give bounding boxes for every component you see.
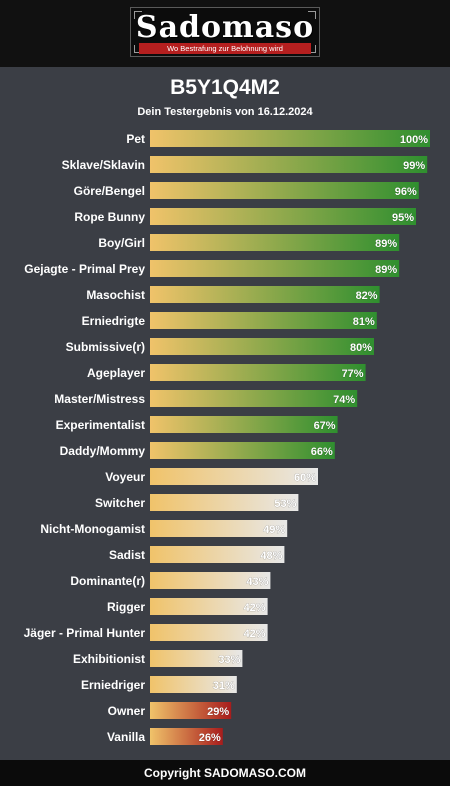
result-bar (150, 494, 299, 511)
percent-label: 60% (294, 472, 316, 484)
category-label: Erniedriger (81, 678, 145, 692)
result-bar (150, 572, 271, 589)
result-bar (150, 442, 335, 459)
category-label: Master/Mistress (54, 392, 145, 406)
results-bar-chart: Pet 100% Sklave/Sklavin 99% Göre/Bengel 96% Ro… (24, 130, 430, 745)
logo-wordmark: Sadomaso (135, 10, 315, 45)
category-label: Ageplayer (87, 366, 145, 380)
category-label: Sadist (109, 548, 145, 562)
percent-label: 26% (199, 732, 221, 744)
logo-frame-corner (308, 45, 316, 53)
result-bar (150, 156, 428, 173)
category-label: Jäger - Primal Hunter (24, 626, 146, 640)
percent-label: 82% (356, 290, 378, 302)
percent-label: 77% (342, 368, 364, 380)
logo-tagline: Wo Bestrafung zur Belohnung wird (139, 43, 311, 54)
sadomaso-logo[interactable]: Sadomaso Wo Bestrafung zur Belohnung wir… (130, 7, 320, 57)
category-label: Gejagte - Primal Prey (24, 262, 145, 276)
result-bar (150, 598, 268, 615)
category-label: Pet (126, 132, 145, 146)
percent-label: 80% (350, 342, 372, 354)
percent-label: 74% (333, 394, 355, 406)
percent-label: 66% (311, 446, 333, 458)
percent-label: 42% (244, 628, 266, 640)
category-label: Exhibitionist (73, 652, 145, 666)
result-bar (150, 130, 430, 147)
copyright-footer: Copyright SADOMASO.COM (0, 760, 450, 786)
category-label: Rope Bunny (74, 210, 145, 224)
result-bar (150, 650, 243, 667)
category-label: Masochist (86, 288, 145, 302)
percent-label: 100% (400, 134, 428, 146)
result-bar (150, 624, 268, 641)
category-label: Rigger (107, 600, 145, 614)
result-bar (150, 546, 285, 563)
result-bar (150, 364, 366, 381)
result-bar (150, 702, 232, 719)
category-label: Sklave/Sklavin (62, 158, 145, 172)
result-bar (150, 728, 223, 745)
category-label: Nicht-Monogamist (40, 522, 145, 536)
category-label: Submissive(r) (66, 340, 145, 354)
percent-label: 43% (246, 576, 268, 588)
percent-label: 53% (274, 498, 296, 510)
percent-label: 33% (218, 654, 240, 666)
category-label: Boy/Girl (98, 236, 145, 250)
percent-label: 89% (375, 238, 397, 250)
category-label: Switcher (95, 496, 145, 510)
category-label: Vanilla (107, 730, 145, 744)
result-bar (150, 208, 416, 225)
category-label: Owner (108, 704, 146, 718)
result-bar (150, 676, 237, 693)
percent-label: 49% (263, 524, 285, 536)
logo-frame-corner (134, 11, 142, 19)
result-bar (150, 338, 374, 355)
result-bar (150, 312, 377, 329)
result-bar (150, 234, 400, 251)
logo-frame-corner (134, 45, 142, 53)
percent-label: 29% (207, 706, 229, 718)
result-bar (150, 390, 358, 407)
result-bar (150, 416, 338, 433)
result-subtitle: Dein Testergebnis von 16.12.2024 (137, 106, 313, 118)
category-label: Experimentalist (56, 418, 145, 432)
result-bar (150, 182, 419, 199)
site-header: Sadomaso Wo Bestrafung zur Belohnung wir… (0, 0, 450, 67)
category-label: Dominante(r) (70, 574, 145, 588)
category-label: Voyeur (105, 470, 145, 484)
category-label: Göre/Bengel (74, 184, 145, 198)
percent-label: 99% (403, 160, 425, 172)
percent-label: 95% (392, 212, 414, 224)
percent-label: 48% (260, 550, 282, 562)
result-bar (150, 286, 380, 303)
percent-label: 42% (244, 602, 266, 614)
result-bar (150, 260, 400, 277)
category-label: Daddy/Mommy (60, 444, 146, 458)
percent-label: 89% (375, 264, 397, 276)
result-bar (150, 520, 288, 537)
logo-frame-corner (308, 11, 316, 19)
percent-label: 31% (213, 680, 235, 692)
category-label: Erniedrigte (82, 314, 146, 328)
result-title: B5Y1Q4M2 (170, 76, 280, 99)
percent-label: 96% (395, 186, 417, 198)
percent-label: 81% (353, 316, 375, 328)
percent-label: 67% (314, 420, 336, 432)
result-bar (150, 468, 318, 485)
